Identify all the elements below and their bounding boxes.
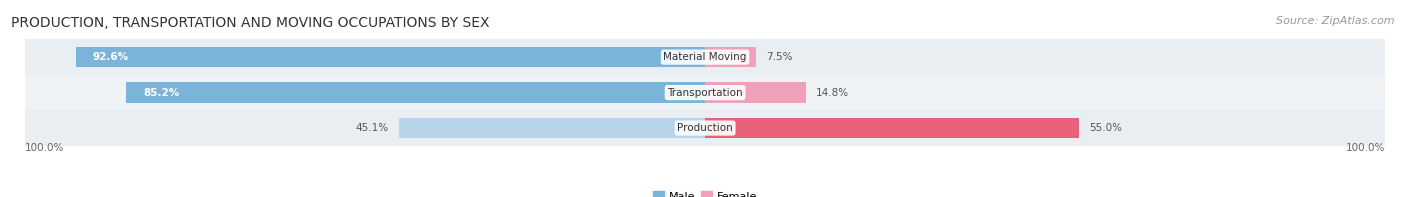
Text: 85.2%: 85.2% [143, 88, 179, 98]
Bar [127, 82, 706, 103]
Bar [706, 47, 756, 67]
Bar [25, 75, 1385, 110]
Bar [706, 118, 1078, 138]
Text: 14.8%: 14.8% [815, 88, 849, 98]
Text: 100.0%: 100.0% [25, 143, 65, 152]
Text: 45.1%: 45.1% [356, 123, 388, 133]
Bar [706, 82, 806, 103]
Text: 100.0%: 100.0% [1346, 143, 1385, 152]
Text: 92.6%: 92.6% [93, 52, 129, 62]
Bar [25, 110, 1385, 146]
Text: PRODUCTION, TRANSPORTATION AND MOVING OCCUPATIONS BY SEX: PRODUCTION, TRANSPORTATION AND MOVING OC… [11, 16, 489, 30]
Text: 55.0%: 55.0% [1090, 123, 1122, 133]
Bar [76, 47, 706, 67]
Text: Material Moving: Material Moving [664, 52, 747, 62]
Text: Source: ZipAtlas.com: Source: ZipAtlas.com [1277, 16, 1395, 26]
Text: 7.5%: 7.5% [766, 52, 793, 62]
Text: Transportation: Transportation [668, 88, 742, 98]
Bar [398, 118, 706, 138]
Bar [25, 39, 1385, 75]
Legend: Male, Female: Male, Female [650, 187, 761, 197]
Text: Production: Production [678, 123, 733, 133]
